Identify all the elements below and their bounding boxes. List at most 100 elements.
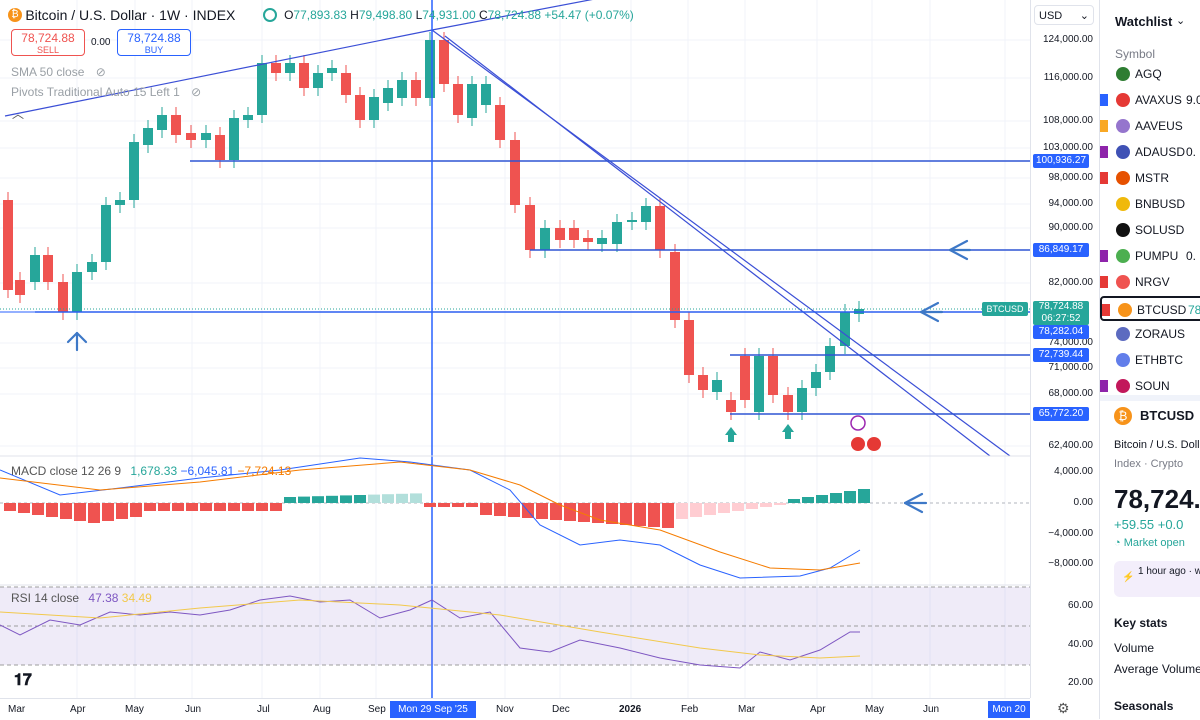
- rsi-ma-line: [0, 599, 861, 659]
- flag-icon[interactable]: [1102, 304, 1110, 316]
- detail-symbol: BTCUSD: [1140, 408, 1195, 423]
- candle: [129, 142, 139, 200]
- price-tick: 90,000.00: [1048, 222, 1094, 233]
- status-dot-icon: [262, 8, 277, 22]
- watchlist-row[interactable]: NRGV: [1100, 270, 1200, 295]
- settings-icon[interactable]: ⚙: [1057, 700, 1070, 716]
- symbol-value: 78: [1188, 303, 1200, 317]
- flag-icon[interactable]: [1100, 276, 1108, 288]
- candle: [229, 118, 239, 160]
- symbol-column-header[interactable]: Symbol: [1115, 47, 1156, 61]
- watchlist-title[interactable]: Watchlist: [1115, 14, 1173, 29]
- symbol-logo-icon: [1116, 327, 1130, 341]
- chart-area[interactable]: ₿ Bitcoin / U.S. Dollar · 1W · INDEX O77…: [0, 0, 1030, 698]
- time-axis[interactable]: Mar Apr May Jun Jul Aug Sep Nov Dec 2026 Feb Mar Apr…: [0, 698, 1030, 720]
- time-label: Sep: [368, 704, 386, 715]
- watchlist-row[interactable]: AAVEUS: [1100, 114, 1200, 139]
- time-label: Jun: [923, 704, 940, 715]
- symbol-name: AGQ: [1135, 67, 1162, 81]
- flag-icon[interactable]: [1100, 94, 1108, 106]
- candle: [383, 88, 393, 103]
- candle: [327, 68, 337, 73]
- buy-button[interactable]: 78,724.88 BUY: [117, 29, 191, 56]
- flag-icon[interactable]: [1100, 146, 1108, 158]
- candle: [299, 63, 309, 88]
- watchlist-row[interactable]: ADAUSD 0.: [1100, 140, 1200, 165]
- rsi-legend: RSI 14 close 47.38 34.49: [11, 591, 152, 605]
- time-label: May: [865, 704, 884, 715]
- price-tick: 103,000.00: [1042, 142, 1093, 153]
- time-label: 2026: [619, 704, 642, 715]
- flag-icon[interactable]: [1100, 250, 1108, 262]
- price-tick: 82,000.00: [1048, 277, 1094, 288]
- falling-trendline-inner: [444, 35, 991, 457]
- rsi-tick: 40.00: [1067, 639, 1093, 650]
- candle: [87, 262, 97, 272]
- notice-card[interactable]: ⚡ 1 hour ago · weekly close: [1114, 561, 1200, 597]
- flag-icon[interactable]: [1100, 380, 1108, 392]
- price-tick: 68,000.00: [1048, 388, 1094, 399]
- symbol-logo-icon: [1116, 67, 1130, 81]
- watchlist-row[interactable]: ZORAUS: [1100, 322, 1200, 347]
- symbol-title[interactable]: Bitcoin / U.S. Dollar · 1W · INDEX: [25, 7, 236, 23]
- symbol-logo-icon: [1116, 353, 1130, 367]
- candle: [684, 320, 694, 375]
- candle: [811, 372, 821, 388]
- time-label: Feb: [681, 704, 699, 715]
- symbol-logo-icon: [1116, 93, 1130, 107]
- symbol-name: SOLUSD: [1135, 223, 1185, 237]
- flag-icon[interactable]: [1100, 172, 1108, 184]
- chart-canvas[interactable]: [0, 0, 1030, 698]
- price-tag: 78,282.04: [1033, 325, 1089, 339]
- candle: [171, 115, 181, 135]
- watchlist-row[interactable]: BNBUSD: [1100, 192, 1200, 217]
- watchlist-panel[interactable]: Watchlist ⌄ Symbol AGQ AVAXUS 9.0AAVEUS ADA…: [1099, 0, 1200, 719]
- watchlist-row[interactable]: AVAXUS 9.0: [1100, 88, 1200, 113]
- candle: [797, 388, 807, 412]
- eye-off-icon[interactable]: ⊘: [95, 65, 106, 79]
- watchlist-chevron-icon[interactable]: ⌄: [1176, 15, 1186, 27]
- candle: [712, 380, 722, 392]
- seasonals-heading: Seasonals: [1114, 699, 1174, 713]
- price-tag: 86,849.17: [1033, 243, 1089, 257]
- watchlist-row[interactable]: SOUN: [1100, 374, 1200, 399]
- symbol-name: BTCUSD: [1137, 303, 1187, 317]
- watchlist-row[interactable]: MSTR: [1100, 166, 1200, 191]
- candle: [698, 375, 708, 390]
- flag-icon[interactable]: [1100, 120, 1108, 132]
- candle: [313, 73, 323, 88]
- pivots-legend[interactable]: Pivots Traditional Auto 15 Left 1 ⊘: [11, 85, 202, 99]
- candle: [201, 133, 211, 140]
- last-price-tag: 78,724.88 06:27:52: [1033, 301, 1089, 325]
- candle: [143, 128, 153, 145]
- green-up-markers: [725, 424, 794, 442]
- candle: [783, 395, 793, 412]
- candle: [726, 400, 736, 412]
- symbol-name: PUMPU: [1135, 249, 1179, 263]
- symbol-name: ZORAUS: [1135, 327, 1186, 341]
- candle: [30, 255, 40, 282]
- watchlist-row[interactable]: SOLUSD: [1100, 218, 1200, 243]
- detail-price: 78,724.: [1114, 484, 1200, 514]
- watchlist-row[interactable]: ETHBTC: [1100, 348, 1200, 373]
- price-tick: 124,000.00: [1042, 34, 1093, 45]
- candle: [369, 97, 379, 120]
- watchlist-row[interactable]: AGQ: [1100, 62, 1200, 87]
- sell-button[interactable]: 78,724.88 SELL: [11, 29, 85, 56]
- tradingview-logo-icon[interactable]: 𝟏𝟕: [14, 672, 32, 689]
- price-tick: 108,000.00: [1042, 115, 1093, 126]
- time-label: May: [125, 704, 144, 715]
- candle: [397, 80, 407, 98]
- eye-off-icon[interactable]: ⊘: [191, 85, 202, 99]
- watchlist-row[interactable]: PUMPU 0.: [1100, 244, 1200, 269]
- collapse-chevron-icon[interactable]: ︿: [12, 107, 25, 121]
- currency-select[interactable]: USD ⌄: [1034, 5, 1094, 25]
- macd-legend: MACD close 12 26 9 1,678.33 −6,045.81 −7…: [11, 464, 292, 478]
- candle: [825, 346, 835, 372]
- candle: [740, 356, 750, 400]
- candle: [15, 280, 25, 295]
- sma-legend[interactable]: SMA 50 close ⊘: [11, 65, 106, 79]
- btc-logo-icon: ₿: [8, 8, 22, 22]
- symbol-name: MSTR: [1135, 171, 1169, 185]
